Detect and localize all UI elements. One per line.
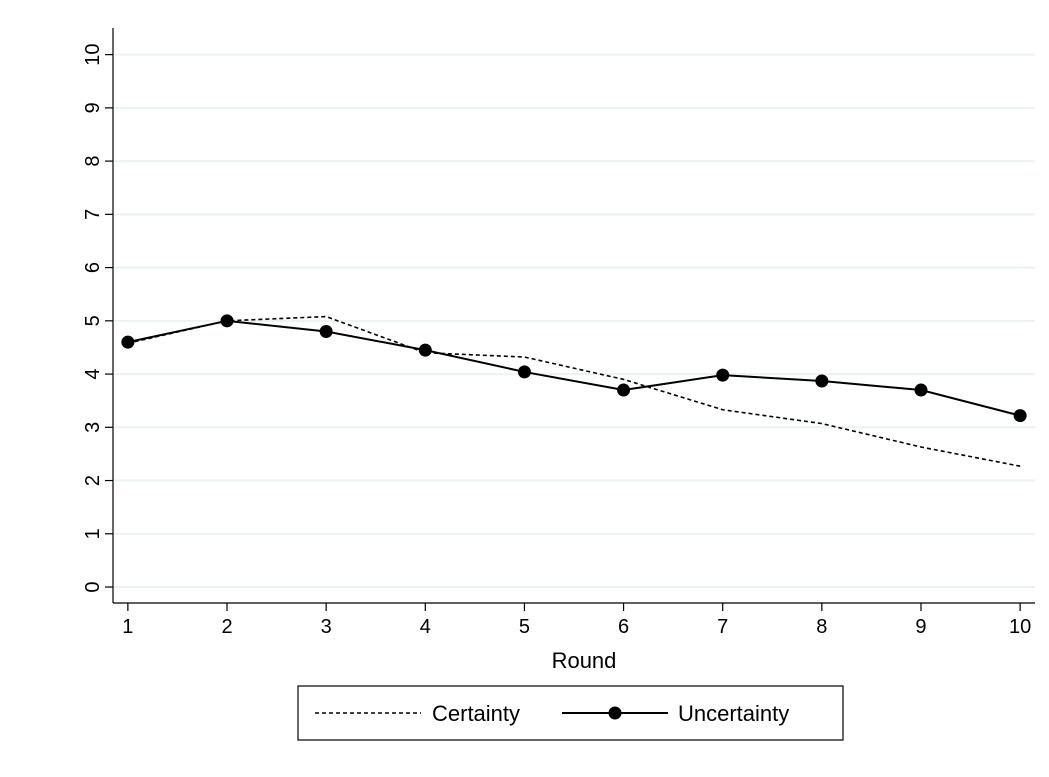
point-uncertainty-8 <box>815 374 829 388</box>
y-tick-label-8: 8 <box>82 156 104 167</box>
point-uncertainty-6 <box>617 383 631 397</box>
y-tick-label-10: 10 <box>82 43 104 65</box>
y-tick-label-6: 6 <box>82 262 104 273</box>
x-tick-label-0: 1 <box>122 616 133 638</box>
x-tick-label-8: 9 <box>915 616 926 638</box>
y-tick-label-4: 4 <box>82 369 104 380</box>
point-uncertainty-4 <box>418 343 432 357</box>
x-tick-label-3: 4 <box>420 616 431 638</box>
y-tick-label-0: 0 <box>82 581 104 592</box>
x-axis-title: Round <box>552 648 617 673</box>
y-tick-label-9: 9 <box>82 102 104 113</box>
series-lines <box>121 314 1027 467</box>
x-tick-label-2: 3 <box>321 616 332 638</box>
y-tick-label-7: 7 <box>82 209 104 220</box>
legend: Certainty Uncertainty <box>297 685 844 741</box>
x-tick-label-9: 10 <box>1009 616 1031 638</box>
legend-label-uncertainty: Uncertainty <box>678 701 789 726</box>
point-uncertainty-7 <box>716 368 730 382</box>
grid-lines <box>114 53 1035 589</box>
point-uncertainty-2 <box>220 314 234 328</box>
point-uncertainty-1 <box>121 335 135 349</box>
point-uncertainty-5 <box>517 365 531 379</box>
point-uncertainty-10 <box>1013 409 1027 423</box>
point-uncertainty-9 <box>914 383 928 397</box>
y-tick-label-2: 2 <box>82 475 104 486</box>
x-tick-label-4: 5 <box>519 616 530 638</box>
series-line-uncertainty <box>127 319 1021 417</box>
x-tick-label-6: 7 <box>717 616 728 638</box>
point-uncertainty-3 <box>319 324 333 338</box>
y-tick-label-3: 3 <box>82 422 104 433</box>
y-tick-label-1: 1 <box>82 528 104 539</box>
series-line-certainty <box>127 315 1021 467</box>
y-tick-label-5: 5 <box>82 315 104 326</box>
axes <box>112 28 1035 604</box>
x-tick-label-1: 2 <box>221 616 232 638</box>
legend-label-certainty: Certainty <box>432 701 520 726</box>
x-tick-label-5: 6 <box>618 616 629 638</box>
x-axis-ticks: 1 2 3 4 5 6 7 8 9 10 <box>122 603 1031 638</box>
y-axis-ticks: 0 1 2 3 4 5 6 7 8 9 10 <box>82 43 113 593</box>
x-tick-label-7: 8 <box>816 616 827 638</box>
legend-marker-uncertainty <box>608 706 622 720</box>
